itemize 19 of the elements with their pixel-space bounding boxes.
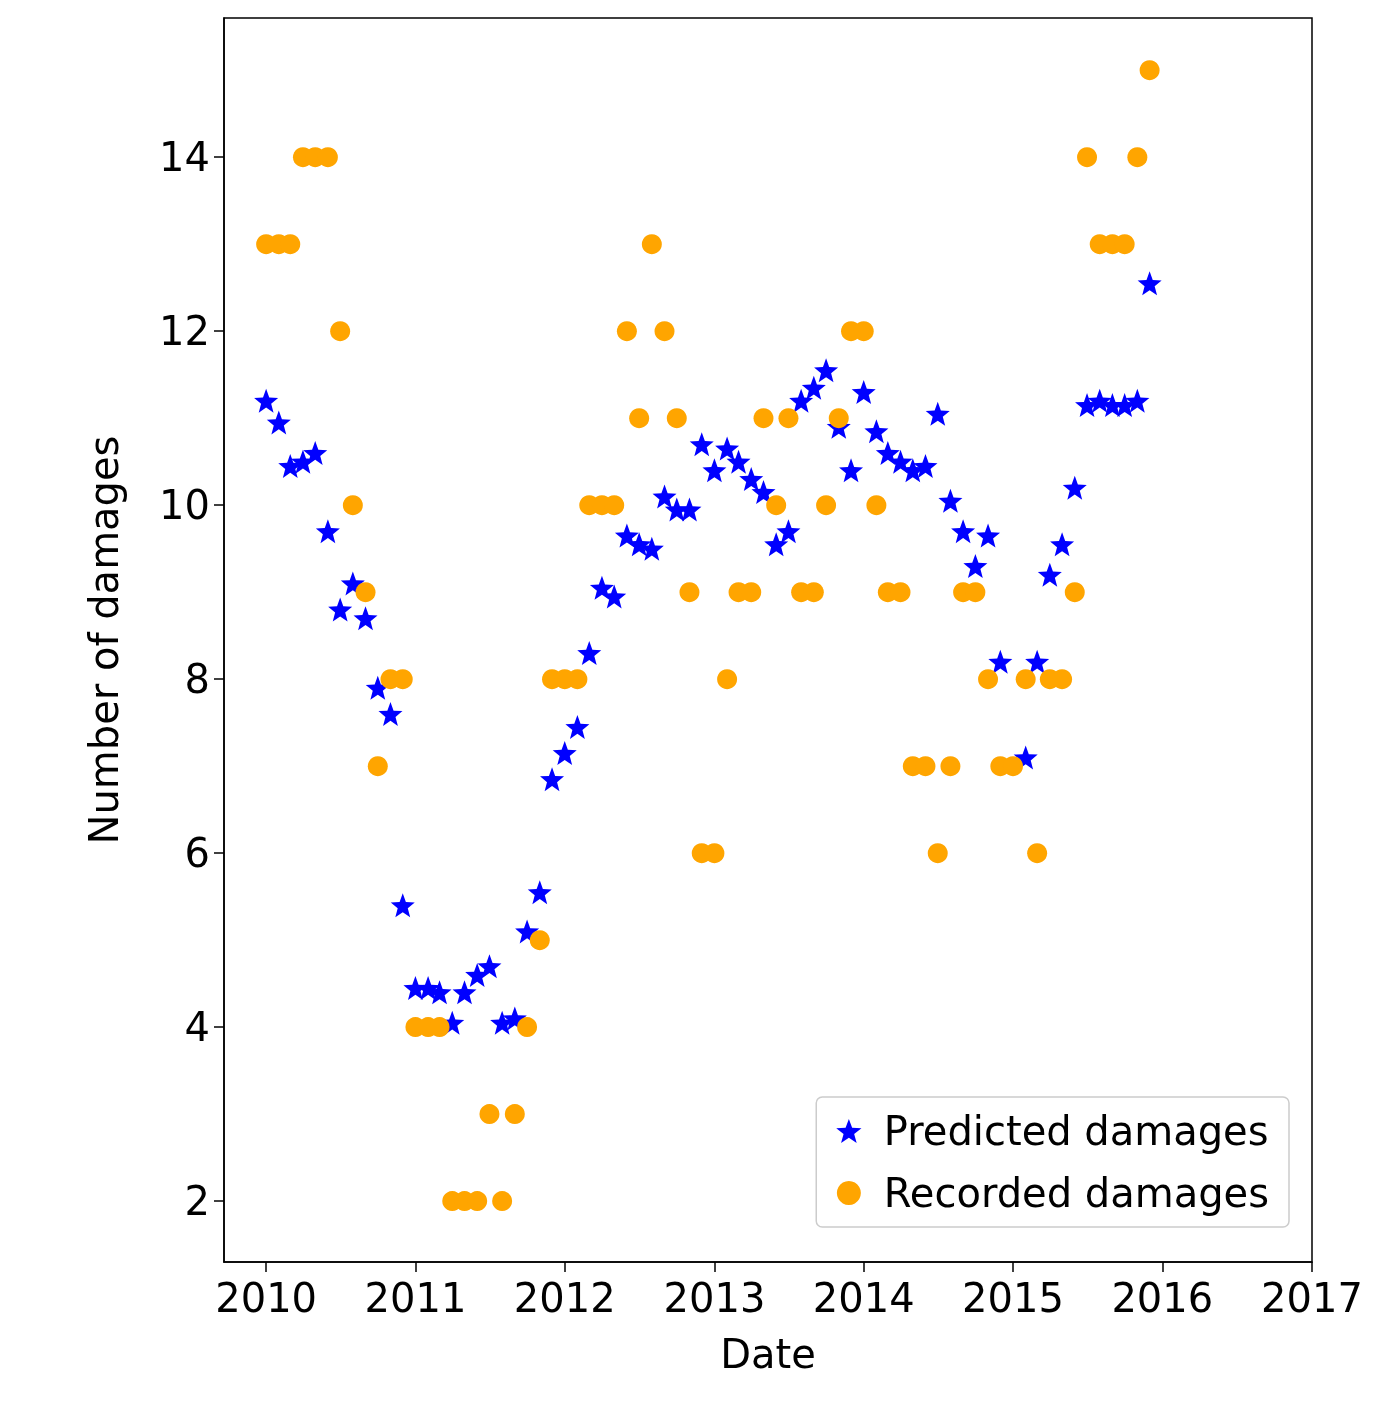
x-tick-label: 2013 [663, 1275, 766, 1321]
y-tick-label: 6 [184, 830, 210, 877]
y-tick-label: 12 [159, 308, 210, 355]
x-tick-label: 2011 [364, 1275, 467, 1321]
y-axis-title: Number of damages [81, 435, 127, 845]
x-tick-label: 2016 [1111, 1275, 1214, 1321]
x-tick-label: 2012 [513, 1275, 616, 1321]
y-tick-label: 14 [159, 134, 210, 181]
y-tick-label: 10 [159, 482, 210, 529]
legend-label: Predicted damages [883, 1108, 1269, 1154]
x-tick-label: 2017 [1261, 1275, 1363, 1321]
legend-label: Recorded damages [883, 1170, 1269, 1216]
x-axis-title: Date [720, 1331, 816, 1377]
y-tick-label: 8 [184, 656, 210, 703]
x-tick-label: 2015 [962, 1275, 1064, 1321]
y-tick-label: 4 [184, 1004, 210, 1051]
x-tick-label: 2014 [812, 1275, 915, 1321]
x-tick-label: 2010 [215, 1275, 318, 1321]
y-tick-label: 2 [184, 1178, 210, 1225]
